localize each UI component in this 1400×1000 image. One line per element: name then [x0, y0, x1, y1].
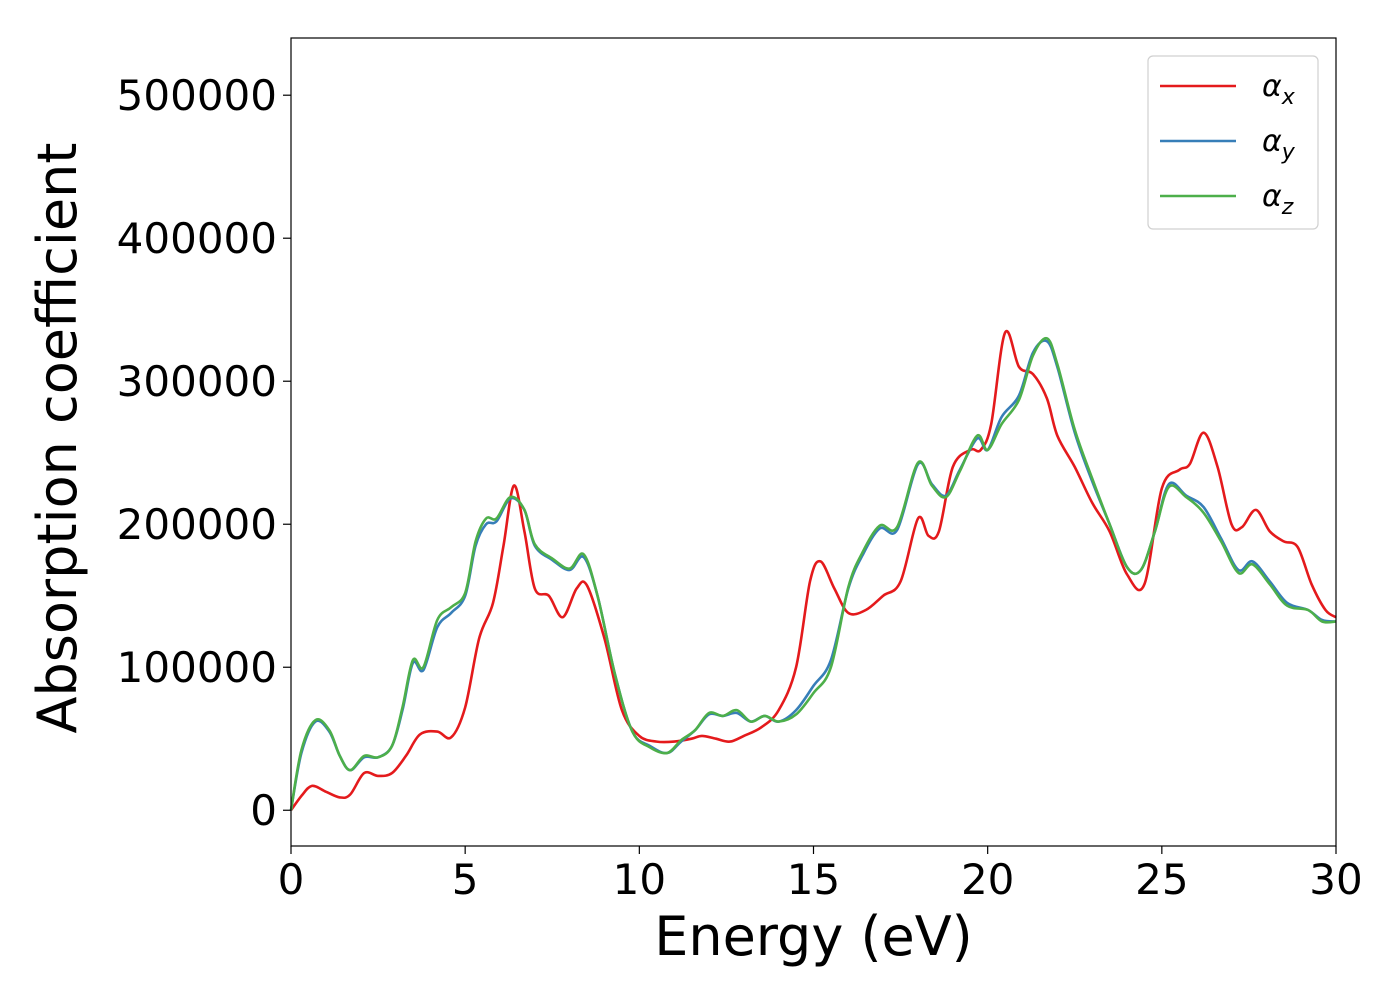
- y-tick-label: 300000: [117, 357, 277, 406]
- y-tick-label: 500000: [117, 71, 277, 120]
- legend: αx αy αz: [1147, 55, 1319, 230]
- series-line-3: [289, 336, 1337, 811]
- y-tick-label: 200000: [117, 500, 277, 549]
- y-tick-label: 0: [250, 786, 277, 835]
- series-layer: [289, 329, 1337, 811]
- legend-label-2: αy: [1262, 124, 1296, 165]
- x-tick-label: 0: [278, 855, 305, 904]
- y-axis-title: Absorption coefficient: [26, 143, 89, 734]
- x-tick-label: 25: [1135, 855, 1188, 904]
- y-axis: 0 100000 200000 300000 400000 500000: [117, 71, 291, 835]
- series-line-2: [289, 339, 1337, 811]
- x-axis-title: Energy (eV): [654, 905, 973, 968]
- y-tick-label: 400000: [117, 214, 277, 263]
- x-tick-label: 15: [787, 855, 840, 904]
- x-tick-label: 20: [961, 855, 1014, 904]
- x-axis: 0 5 10 15 20 25 30: [278, 846, 1363, 904]
- x-tick-label: 10: [613, 855, 666, 904]
- series-line-1: [289, 329, 1337, 811]
- y-tick-label: 100000: [117, 643, 277, 692]
- x-tick-label: 5: [452, 855, 479, 904]
- x-tick-label: 30: [1309, 855, 1362, 904]
- legend-label-1: αx: [1262, 69, 1296, 110]
- legend-box: [1147, 55, 1319, 230]
- legend-label-3: αz: [1262, 179, 1294, 220]
